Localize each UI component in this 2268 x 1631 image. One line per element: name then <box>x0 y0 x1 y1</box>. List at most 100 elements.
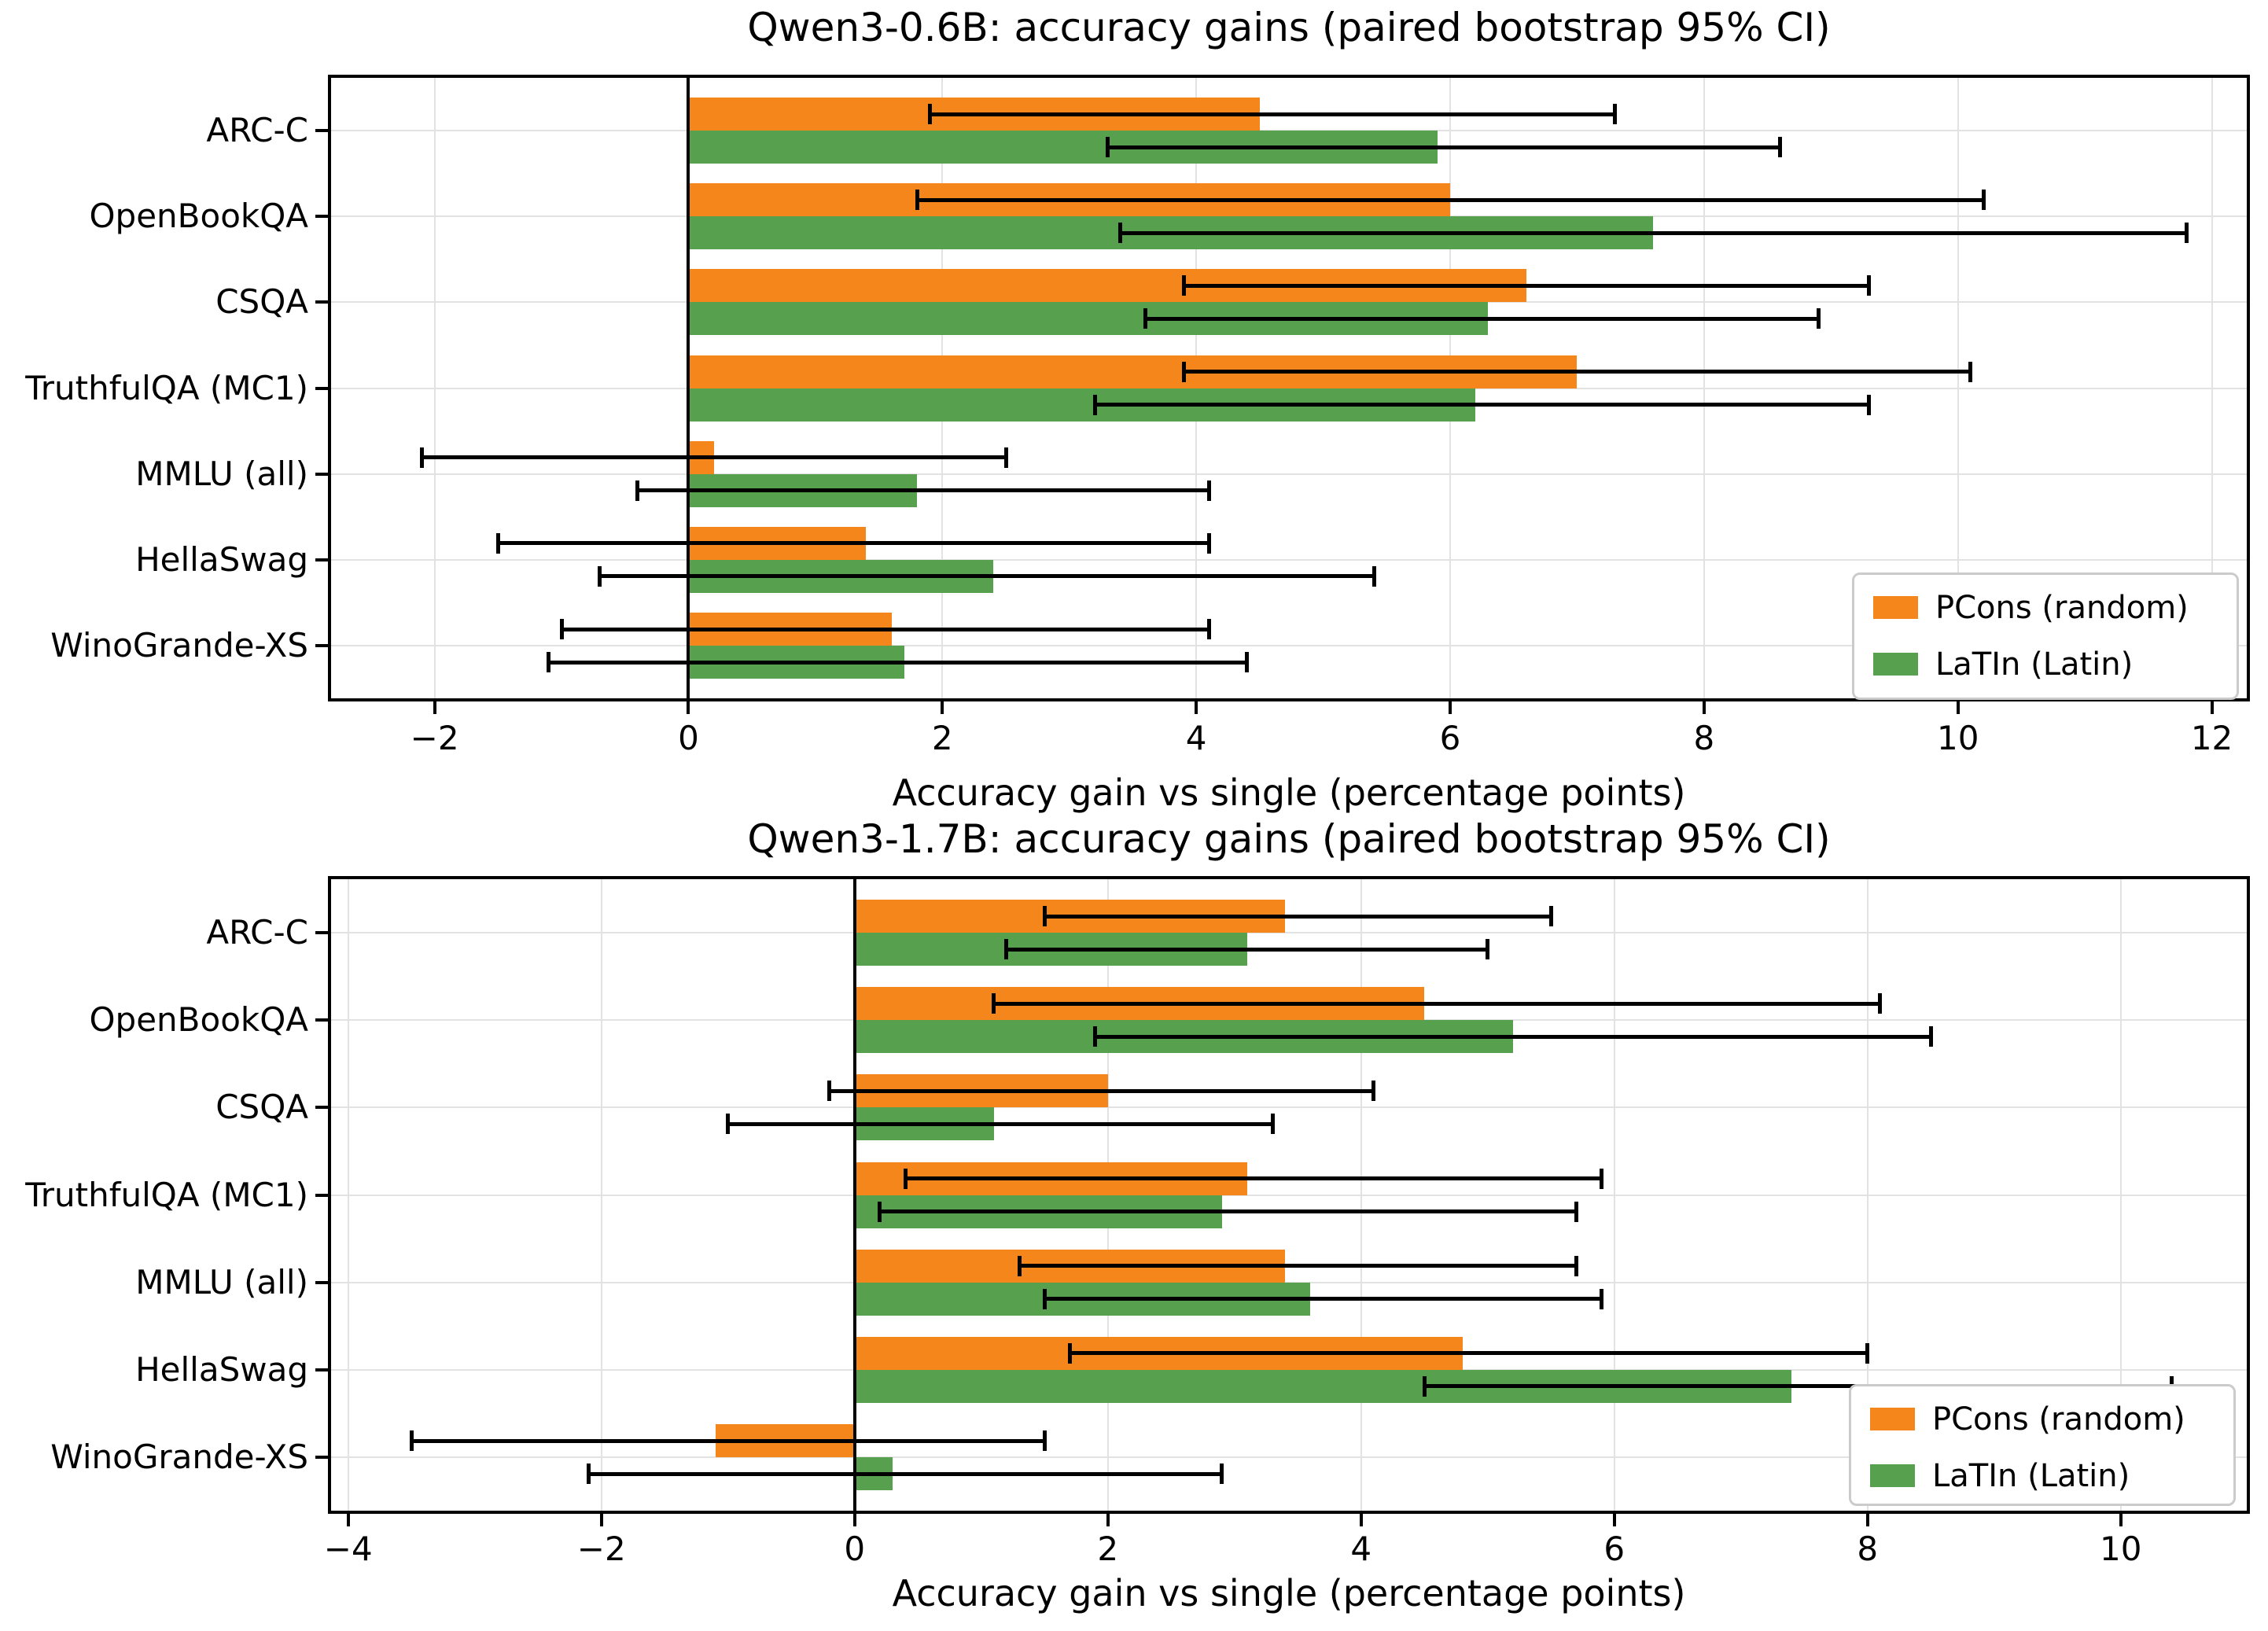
legend-swatch <box>1870 1464 1915 1487</box>
error-bar-cap <box>878 1201 882 1222</box>
error-bar-cap <box>1371 565 1376 587</box>
error-bar-cap <box>495 532 500 554</box>
error-bar-cap <box>726 1114 731 1135</box>
y-tick <box>315 1280 328 1284</box>
y-tick <box>315 215 328 219</box>
error-bar <box>588 1471 1222 1476</box>
y-tick-label: CSQA <box>215 282 308 322</box>
x-tick <box>941 701 944 714</box>
y-tick <box>315 558 328 561</box>
y-tick <box>315 1368 328 1371</box>
legend-item: LaTIn (Latin) <box>1870 1460 2219 1492</box>
error-bar-cap <box>827 1081 832 1102</box>
error-bar <box>1044 1297 1602 1301</box>
error-bar-cap <box>547 652 551 672</box>
error-bar <box>561 627 1209 631</box>
error-bar-cap <box>1042 1430 1047 1451</box>
legend-label: PCons (random) <box>1932 1401 2185 1438</box>
legend-item: PCons (random) <box>1870 1404 2219 1435</box>
category-gridline <box>331 558 2247 561</box>
legend-swatch <box>1873 653 1918 676</box>
x-tick-label: 2 <box>1097 1530 1119 1568</box>
legend: PCons (random) LaTIn (Latin) <box>1852 573 2239 700</box>
category-gridline <box>331 473 2247 475</box>
error-bar-cap <box>1206 619 1211 639</box>
error-bar-cap <box>587 1463 591 1484</box>
error-bar-cap <box>1574 1255 1578 1276</box>
x-tick-label: 0 <box>844 1530 866 1568</box>
error-bar <box>637 488 1209 493</box>
x-tick-label: 6 <box>1439 719 1461 757</box>
error-bar <box>411 1438 1045 1443</box>
y-tick <box>315 129 328 132</box>
x-tick-label: 6 <box>1603 1530 1626 1568</box>
error-bar-cap <box>1270 1114 1275 1135</box>
x-tick-label: 8 <box>1857 1530 1879 1568</box>
error-bar <box>917 197 1983 202</box>
error-bar <box>829 1088 1374 1093</box>
error-bar-cap <box>1067 1342 1072 1364</box>
legend-swatch <box>1870 1408 1915 1430</box>
error-bar-cap <box>1245 652 1250 672</box>
x-tick <box>2119 1514 2123 1526</box>
error-bar-cap <box>1004 939 1009 959</box>
error-bar <box>1184 370 1971 374</box>
legend-item: LaTIn (Latin) <box>1873 649 2222 680</box>
y-tick <box>315 472 328 476</box>
x-tick <box>852 1514 856 1526</box>
error-bar <box>1095 1034 1931 1039</box>
y-tick <box>315 1193 328 1197</box>
y-tick-label: HellaSwag <box>135 1349 308 1389</box>
error-bar-cap <box>1574 1201 1578 1222</box>
error-bar-cap <box>1422 1375 1427 1397</box>
y-tick-label: MMLU (all) <box>135 1262 308 1301</box>
error-bar <box>1095 403 1869 407</box>
error-bar-cap <box>1600 1288 1604 1309</box>
y-tick-label: HellaSwag <box>135 539 308 579</box>
legend-label: PCons (random) <box>1935 590 2189 626</box>
legend-swatch <box>1873 596 1918 619</box>
error-bar-cap <box>1042 906 1047 926</box>
error-bar-cap <box>1968 361 1973 382</box>
x-tick <box>1865 1514 1869 1526</box>
category-gridline <box>331 1194 2247 1196</box>
x-tick-label: 8 <box>1693 719 1715 757</box>
error-bar-cap <box>1105 137 1110 157</box>
error-bar <box>548 660 1247 665</box>
error-bar <box>727 1121 1273 1126</box>
error-bar-cap <box>1017 1255 1022 1276</box>
error-bar <box>1424 1384 2172 1389</box>
error-bar-cap <box>1778 137 1783 157</box>
y-tick-label: WinoGrande-XS <box>50 1438 308 1476</box>
error-bar <box>879 1209 1577 1213</box>
category-gridline <box>331 1106 2247 1109</box>
error-bar <box>1070 1351 1868 1356</box>
y-tick <box>315 931 328 934</box>
y-tick <box>315 1456 328 1459</box>
error-bar-cap <box>1143 308 1148 330</box>
error-bar <box>1120 230 2187 235</box>
error-bar-cap <box>1206 480 1211 501</box>
y-tick-label: ARC-C <box>206 913 308 952</box>
x-tick <box>1195 701 1198 714</box>
y-tick <box>315 644 328 647</box>
y-tick-label: TruthfulQA (MC1) <box>25 368 308 407</box>
x-tick-label: −2 <box>576 1530 626 1568</box>
error-bar-cap <box>2184 223 2189 244</box>
error-bar <box>1006 947 1488 952</box>
category-gridline <box>331 932 2247 933</box>
category-gridline <box>331 1456 2247 1458</box>
error-bar <box>905 1176 1602 1180</box>
error-bar <box>1044 914 1552 919</box>
error-bar-cap <box>1371 1081 1376 1102</box>
error-bar-cap <box>1117 223 1122 244</box>
error-bar <box>1019 1264 1577 1268</box>
y-tick-label: TruthfulQA (MC1) <box>25 1175 308 1214</box>
x-tick-label: 4 <box>1185 719 1207 757</box>
error-bar <box>1184 283 1869 288</box>
error-bar <box>498 541 1209 546</box>
x-tick <box>1702 701 1706 714</box>
error-bar-cap <box>1600 1168 1604 1189</box>
y-tick <box>315 386 328 390</box>
legend-label: LaTIn (Latin) <box>1935 646 2134 683</box>
